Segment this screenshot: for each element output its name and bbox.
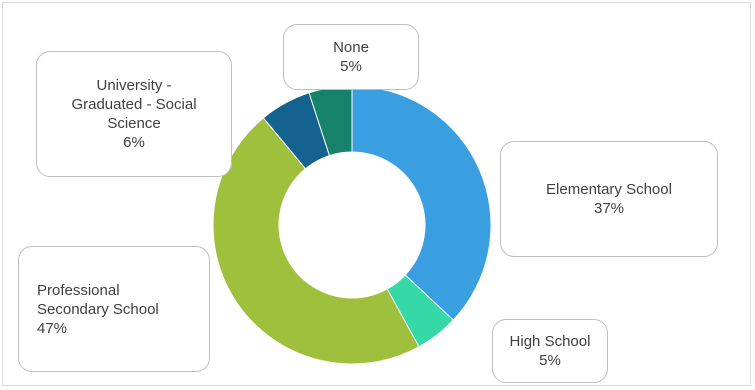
callout-professional-pct: 47% xyxy=(37,319,68,337)
callout-professional-line-1: Professional xyxy=(37,281,120,299)
callout-none: None 5% xyxy=(283,24,419,90)
callout-university-line-2: Graduated - Social xyxy=(71,96,197,113)
callout-high-school: High School 5% xyxy=(492,319,608,383)
callout-none-pct: 5% xyxy=(340,58,362,75)
callout-none-line-1: None xyxy=(333,39,369,56)
callout-university: University - Graduated - Social Science … xyxy=(36,51,232,177)
callout-elementary-line-1: Elementary School xyxy=(546,181,672,198)
callout-high-school-pct: 5% xyxy=(539,352,561,369)
donut-slice-elementary-school xyxy=(351,85,492,321)
callout-elementary-pct: 37% xyxy=(593,200,625,217)
chart-frame xyxy=(2,2,751,386)
callout-elementary: Elementary School 37% xyxy=(500,141,718,257)
callout-university-pct: 6% xyxy=(123,134,145,151)
callout-professional: Professional Secondary School 47% xyxy=(18,246,210,372)
callout-professional-line-2: Secondary School xyxy=(37,300,159,318)
donut-slice-professional-secondary-school xyxy=(212,117,420,365)
callout-university-line-1: University - xyxy=(96,77,172,94)
callout-university-line-3: Science xyxy=(107,115,161,132)
callout-high-school-line-1: High School xyxy=(509,333,591,350)
